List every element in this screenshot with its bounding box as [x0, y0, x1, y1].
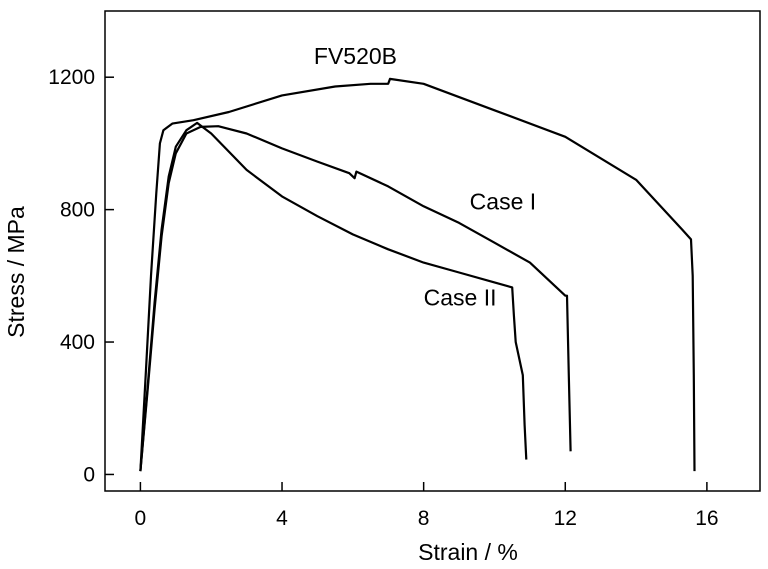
series-line-case-ii [139, 121, 528, 472]
annotation-label: Case I [470, 189, 536, 215]
x-tick-label: 12 [554, 507, 577, 530]
x-tick-label: 8 [418, 507, 430, 530]
x-tick-label: 16 [695, 507, 718, 530]
y-tick-label: 400 [60, 331, 95, 354]
plot-frame [104, 10, 761, 492]
y-axis-ticks: 0 400 800 1200 [48, 66, 114, 486]
x-axis-label: Strain / % [418, 539, 518, 565]
y-tick-label: 800 [60, 199, 95, 222]
x-tick-label: 4 [276, 507, 288, 530]
x-axis-ticks: 0 4 8 12 16 [135, 482, 719, 530]
series-line-case-i [139, 125, 572, 472]
series-line-fv520b [139, 77, 696, 472]
series-layer [139, 77, 696, 472]
x-tick-label: 0 [135, 507, 147, 530]
y-axis-label: Stress / MPa [3, 206, 29, 338]
y-tick-label: 0 [83, 463, 95, 486]
annotation-label: FV520B [314, 43, 397, 69]
annotation-layer: FV520B Case I Case II [314, 43, 536, 311]
y-tick-label: 1200 [48, 66, 95, 89]
annotation-label: Case II [424, 285, 497, 311]
